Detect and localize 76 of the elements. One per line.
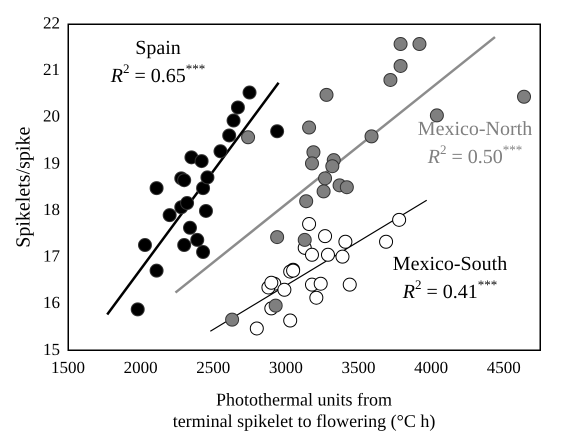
point: [302, 120, 316, 135]
point: [150, 264, 164, 278]
point: [138, 238, 152, 252]
y-tick-label: 18: [43, 200, 60, 219]
point: [162, 208, 177, 222]
point: [196, 181, 210, 196]
series-label: Mexico-North: [418, 118, 532, 140]
y-tick-label: 19: [43, 153, 60, 172]
point: [325, 159, 340, 174]
x-tick-label: 2500: [196, 358, 230, 378]
point: [340, 180, 354, 194]
point: [177, 238, 192, 252]
x-tick-label: 4500: [486, 358, 521, 378]
point: [314, 276, 328, 291]
point: [130, 302, 145, 316]
point: [225, 312, 240, 327]
point: [338, 234, 352, 249]
point: [517, 90, 532, 104]
point: [299, 194, 314, 208]
point: [298, 232, 312, 247]
point: [250, 321, 264, 336]
point: [213, 144, 228, 158]
point: [196, 245, 210, 260]
y-tick-label: 21: [43, 60, 60, 80]
point: [180, 196, 194, 210]
point: [230, 100, 245, 114]
point: [268, 298, 283, 313]
y-tick-label: 15: [43, 340, 60, 359]
point: [190, 232, 204, 247]
text: Spain: [135, 37, 181, 59]
point: [394, 37, 408, 52]
point: [318, 229, 332, 244]
point: [320, 248, 335, 262]
point: [394, 58, 408, 73]
y-tick-label: 17: [43, 246, 60, 266]
point: [177, 173, 192, 188]
point: [198, 204, 213, 218]
y-axis-title: Spikelets/spike: [12, 126, 34, 248]
x-tick-label: 3500: [341, 358, 376, 378]
point: [304, 248, 319, 262]
point: [241, 130, 256, 144]
point: [335, 250, 350, 264]
point: [318, 171, 332, 186]
point: [342, 278, 357, 292]
point: [277, 282, 292, 297]
point: [270, 124, 284, 138]
point: [309, 290, 324, 305]
point: [226, 114, 241, 128]
y-tick-label: 20: [43, 106, 60, 126]
point: [383, 72, 398, 87]
point: [304, 156, 319, 170]
y-tick-label: 22: [43, 13, 60, 32]
point: [182, 220, 197, 235]
point: [194, 154, 209, 168]
point: [264, 276, 278, 290]
point: [412, 37, 426, 52]
x-axis-title: Photothermal units from terminal spikelet to flowering (°C h): [172, 389, 436, 431]
y-tick-label: 16: [43, 293, 60, 312]
x-tick-label: 4000: [414, 358, 448, 378]
point: [242, 86, 257, 100]
point: [283, 314, 298, 328]
series-label: Mexico-South: [392, 253, 508, 275]
x-tick-label: 1500: [51, 358, 85, 378]
point: [200, 170, 214, 184]
point: [306, 145, 320, 160]
point: [316, 184, 331, 198]
point: [270, 230, 284, 244]
x-tick-label: 2000: [124, 358, 158, 378]
point: [222, 128, 236, 142]
point: [379, 234, 394, 249]
point: [364, 129, 379, 144]
point: [392, 212, 406, 227]
x-tick-label: 3000: [268, 358, 303, 378]
point: [320, 88, 334, 102]
point: [150, 181, 164, 196]
point: [302, 217, 316, 232]
